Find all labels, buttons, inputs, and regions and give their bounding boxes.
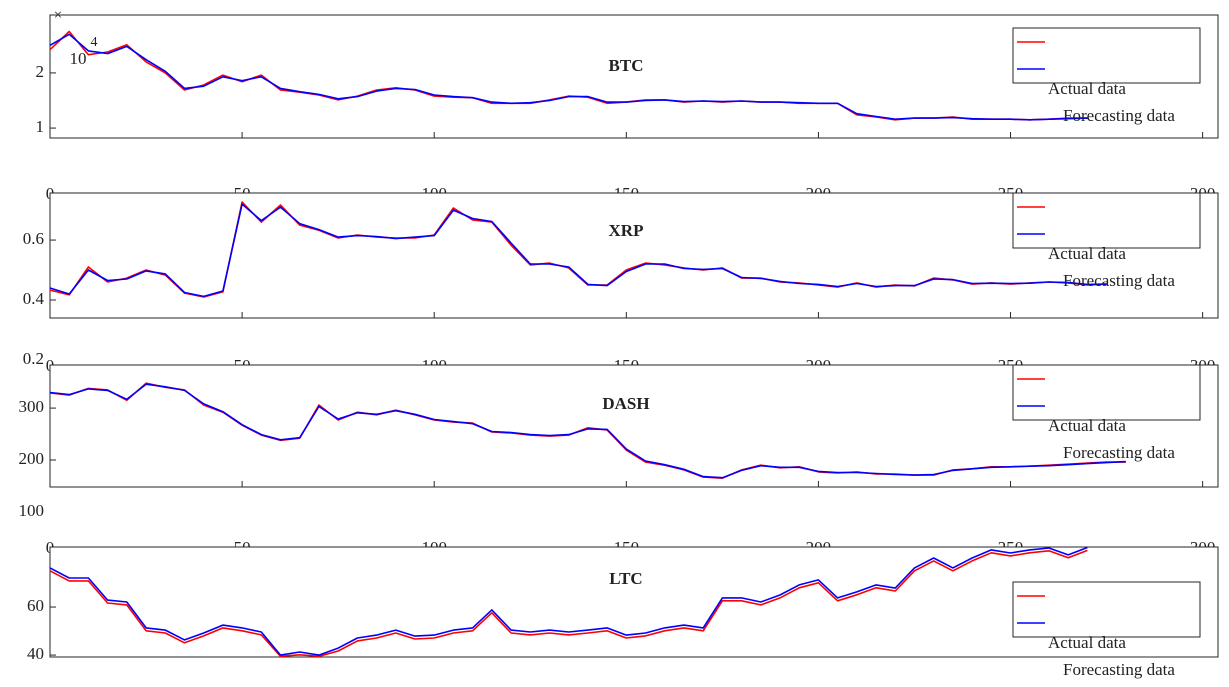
legend-label: Actual data bbox=[1048, 416, 1126, 435]
series-line bbox=[49, 383, 1126, 479]
y-tick-label: 40 bbox=[27, 644, 44, 663]
legend-label: Forecasting data bbox=[1063, 443, 1175, 462]
legend-box bbox=[1012, 364, 1201, 421]
y-tick-label: 200 bbox=[19, 449, 45, 468]
y-tick-label: 0.6 bbox=[23, 229, 44, 248]
y-tick-label: 60 bbox=[27, 596, 44, 615]
legend-box bbox=[1012, 581, 1201, 638]
series-line bbox=[49, 203, 1107, 298]
series-line bbox=[49, 546, 1088, 656]
y-multiplier: 4 bbox=[91, 35, 98, 50]
y-tick-label: 0.2 bbox=[23, 349, 44, 368]
panel-title: BTC bbox=[609, 56, 644, 75]
y-multiplier: × bbox=[54, 7, 62, 23]
y-tick-label: 2 bbox=[36, 62, 45, 81]
y-tick-label: 300 bbox=[19, 397, 45, 416]
legend-box bbox=[1012, 27, 1201, 84]
y-tick-label: 100 bbox=[19, 501, 45, 520]
legend-label: Actual data bbox=[1048, 244, 1126, 263]
panel-title: LTC bbox=[609, 569, 642, 588]
y-tick-label: 0.4 bbox=[23, 289, 45, 308]
y-tick-label: 1 bbox=[36, 117, 45, 136]
legend-label: Forecasting data bbox=[1063, 106, 1175, 125]
y-multiplier: 10 bbox=[70, 49, 87, 68]
series-line bbox=[49, 549, 1088, 658]
legend-label: Actual data bbox=[1048, 633, 1126, 652]
series-line bbox=[49, 33, 1088, 121]
legend-label: Forecasting data bbox=[1063, 271, 1175, 290]
legend-box bbox=[1012, 192, 1201, 249]
panel-title: XRP bbox=[609, 221, 644, 240]
legend-label: Forecasting data bbox=[1063, 660, 1175, 679]
legend-label: Actual data bbox=[1048, 79, 1126, 98]
panel-title: DASH bbox=[602, 394, 649, 413]
